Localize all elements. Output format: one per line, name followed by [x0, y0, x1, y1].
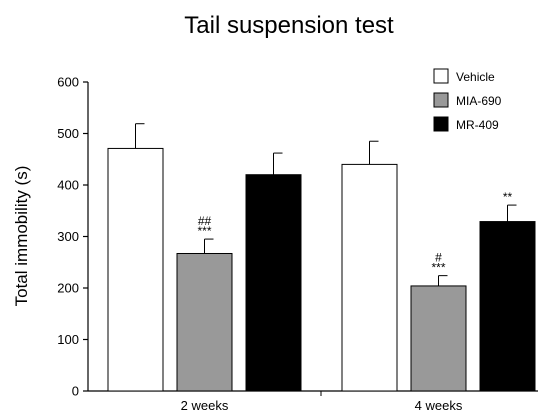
- significance-label: **: [503, 190, 513, 204]
- y-tick-label: 300: [57, 229, 79, 244]
- y-tick-label: 100: [57, 332, 79, 347]
- legend-swatch: [433, 68, 449, 84]
- bar: [245, 174, 302, 392]
- chart-title: Tail suspension test: [184, 12, 394, 39]
- y-tick-label: 600: [57, 75, 79, 90]
- legend-swatch: [433, 92, 449, 108]
- x-tick-label: 2 weeks: [181, 398, 229, 413]
- significance-label: ***: [197, 224, 211, 238]
- y-tick-label: 500: [57, 126, 79, 141]
- legend-swatch: [433, 116, 449, 132]
- significance-label: ***: [431, 261, 445, 275]
- legend: Vehicle MIA-690 MR-409: [433, 68, 502, 132]
- significance-label: ##: [198, 214, 212, 228]
- x-tick-label: 4 weeks: [415, 398, 463, 413]
- bars: 2 weeks##***4 weeks#*****: [107, 123, 536, 413]
- bar: [176, 252, 233, 392]
- significance-label: #: [435, 251, 442, 265]
- bar: [410, 285, 467, 392]
- legend-label: Vehicle: [456, 70, 495, 84]
- bar: [479, 221, 536, 392]
- legend-label: MIA-690: [456, 94, 502, 108]
- y-axis-label: Total immobility (s): [12, 166, 31, 307]
- bar: [107, 147, 164, 392]
- bar: [341, 163, 398, 392]
- y-tick-label: 0: [72, 384, 79, 399]
- y-tick-label: 400: [57, 178, 79, 193]
- legend-label: MR-409: [456, 118, 499, 132]
- y-tick-label: 200: [57, 281, 79, 296]
